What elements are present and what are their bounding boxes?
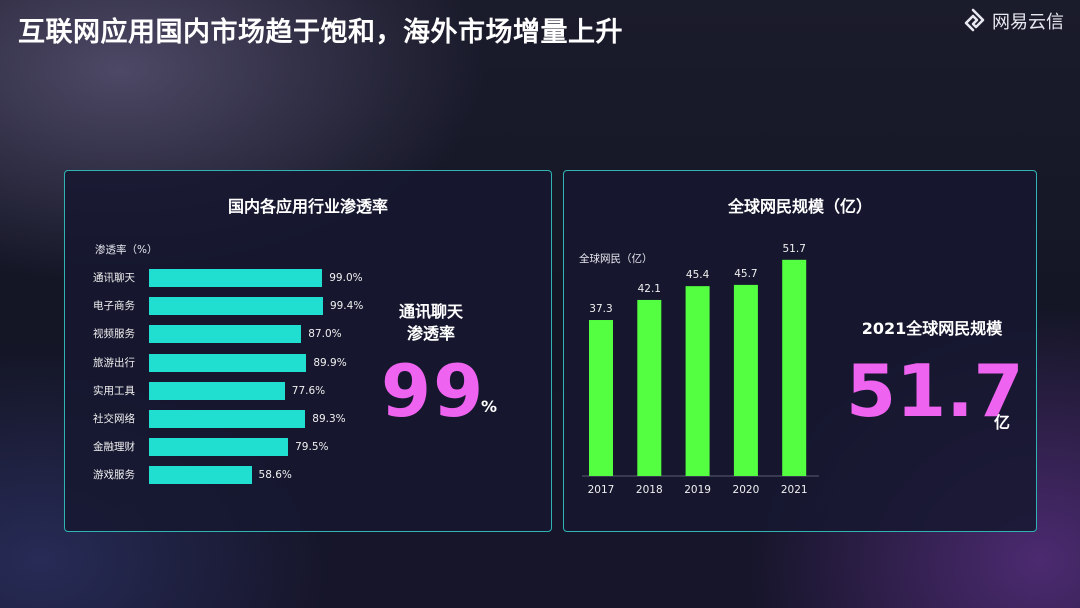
penetration-category-label: 实用工具: [93, 384, 135, 397]
penetration-row: 金融理财 79.5%: [65, 438, 385, 457]
penetration-value-label: 77.6%: [291, 384, 326, 397]
netizens-bar: [733, 284, 758, 476]
netizens-highlight-value: 51.7: [846, 349, 1024, 433]
netizens-value-label: 37.3: [589, 303, 612, 315]
penetration-highlight-label-line2: 渗透率: [406, 324, 455, 343]
penetration-bar: [149, 325, 302, 344]
penetration-panel-title: 国内各应用行业渗透率: [227, 197, 388, 216]
penetration-row: 游戏服务 58.6%: [65, 466, 385, 485]
penetration-row: 视频服务 87.0%: [65, 325, 385, 344]
penetration-panel: 国内各应用行业渗透率 渗透率（%） 通讯聊天 99.0% 电子商务 99.4% 视频服务…: [64, 170, 552, 532]
penetration-highlight-value: 99: [381, 349, 486, 433]
penetration-category-label: 电子商务: [93, 300, 135, 313]
penetration-highlight-label-line1: 通讯聊天: [398, 302, 463, 321]
penetration-bar: [149, 297, 323, 316]
netizens-bar: [589, 320, 613, 476]
netizens-value-label: 51.7: [783, 243, 806, 255]
penetration-highlight-label: 通讯聊天 渗透率: [371, 301, 491, 345]
penetration-category-label: 游戏服务: [93, 469, 135, 482]
penetration-category-label: 金融理财: [93, 441, 135, 454]
penetration-row: 实用工具 77.6%: [65, 381, 385, 400]
netizens-panel: 全球网民规模（亿） 全球网民（亿） 37.3 2017 42.1 2018 45.4 20…: [563, 170, 1037, 532]
netizens-year-tick-label: 2021: [781, 484, 808, 496]
netizens-highlight-unit: 亿: [994, 413, 1011, 432]
netizens-panel-title: 全球网民规模（亿）: [727, 197, 872, 216]
netizens-value-label: 42.1: [638, 283, 661, 295]
penetration-bar: [149, 269, 323, 287]
netizens-bar: [782, 259, 807, 476]
penetration-value-label: 89.3%: [312, 413, 346, 425]
penetration-category-label: 社交网络: [93, 413, 135, 425]
penetration-category-label: 视频服务: [93, 328, 135, 341]
penetration-bar: [149, 466, 252, 485]
penetration-value-label: 87.0%: [308, 328, 342, 341]
penetration-category-label: 通讯聊天: [93, 272, 135, 284]
penetration-value-label: 58.6%: [258, 469, 292, 482]
brand-logo: 网易云信: [960, 8, 1064, 34]
penetration-bar: [149, 438, 289, 457]
netease-yunxin-logo-icon: [964, 8, 985, 32]
netizens-year-tick-label: 2017: [588, 484, 615, 496]
netizens-year-tick-label: 2018: [636, 484, 663, 496]
penetration-row: 旅游出行 89.9%: [65, 353, 385, 372]
netizens-axis-title: 全球网民（亿）: [579, 253, 653, 265]
netizens-highlight-label: 2021全球网民规模: [861, 319, 1003, 338]
penetration-value-label: 99.4%: [329, 300, 364, 313]
netizens-bar-chart: 37.3 2017 42.1 2018 45.4 2019 45.7 2020 51.7 2021: [582, 243, 819, 496]
penetration-bar: [149, 353, 307, 372]
penetration-axis-title: 渗透率（%）: [95, 244, 158, 256]
slide-title: 互联网应用国内市场趋于饱和，海外市场增量上升: [18, 17, 623, 48]
penetration-value-label: 99.0%: [329, 272, 363, 284]
penetration-value-label: 89.9%: [313, 356, 347, 369]
netizens-value-label: 45.7: [734, 268, 757, 280]
penetration-value-label: 79.5%: [295, 441, 329, 454]
penetration-row: 社交网络 89.3%: [65, 410, 385, 428]
logo-text: 网易云信: [992, 12, 1064, 33]
netizens-year-tick-label: 2020: [733, 484, 760, 496]
penetration-row: 电子商务 99.4%: [65, 297, 385, 316]
penetration-highlight-unit: %: [481, 397, 498, 416]
penetration-category-label: 旅游出行: [93, 356, 135, 369]
penetration-row: 通讯聊天 99.0%: [65, 269, 385, 287]
netizens-bar: [637, 299, 662, 476]
netizens-bar: [685, 286, 710, 476]
penetration-bar: [149, 410, 306, 428]
penetration-bar: [149, 381, 285, 400]
netizens-year-tick-label: 2019: [684, 484, 711, 496]
netizens-value-label: 45.4: [686, 269, 710, 281]
